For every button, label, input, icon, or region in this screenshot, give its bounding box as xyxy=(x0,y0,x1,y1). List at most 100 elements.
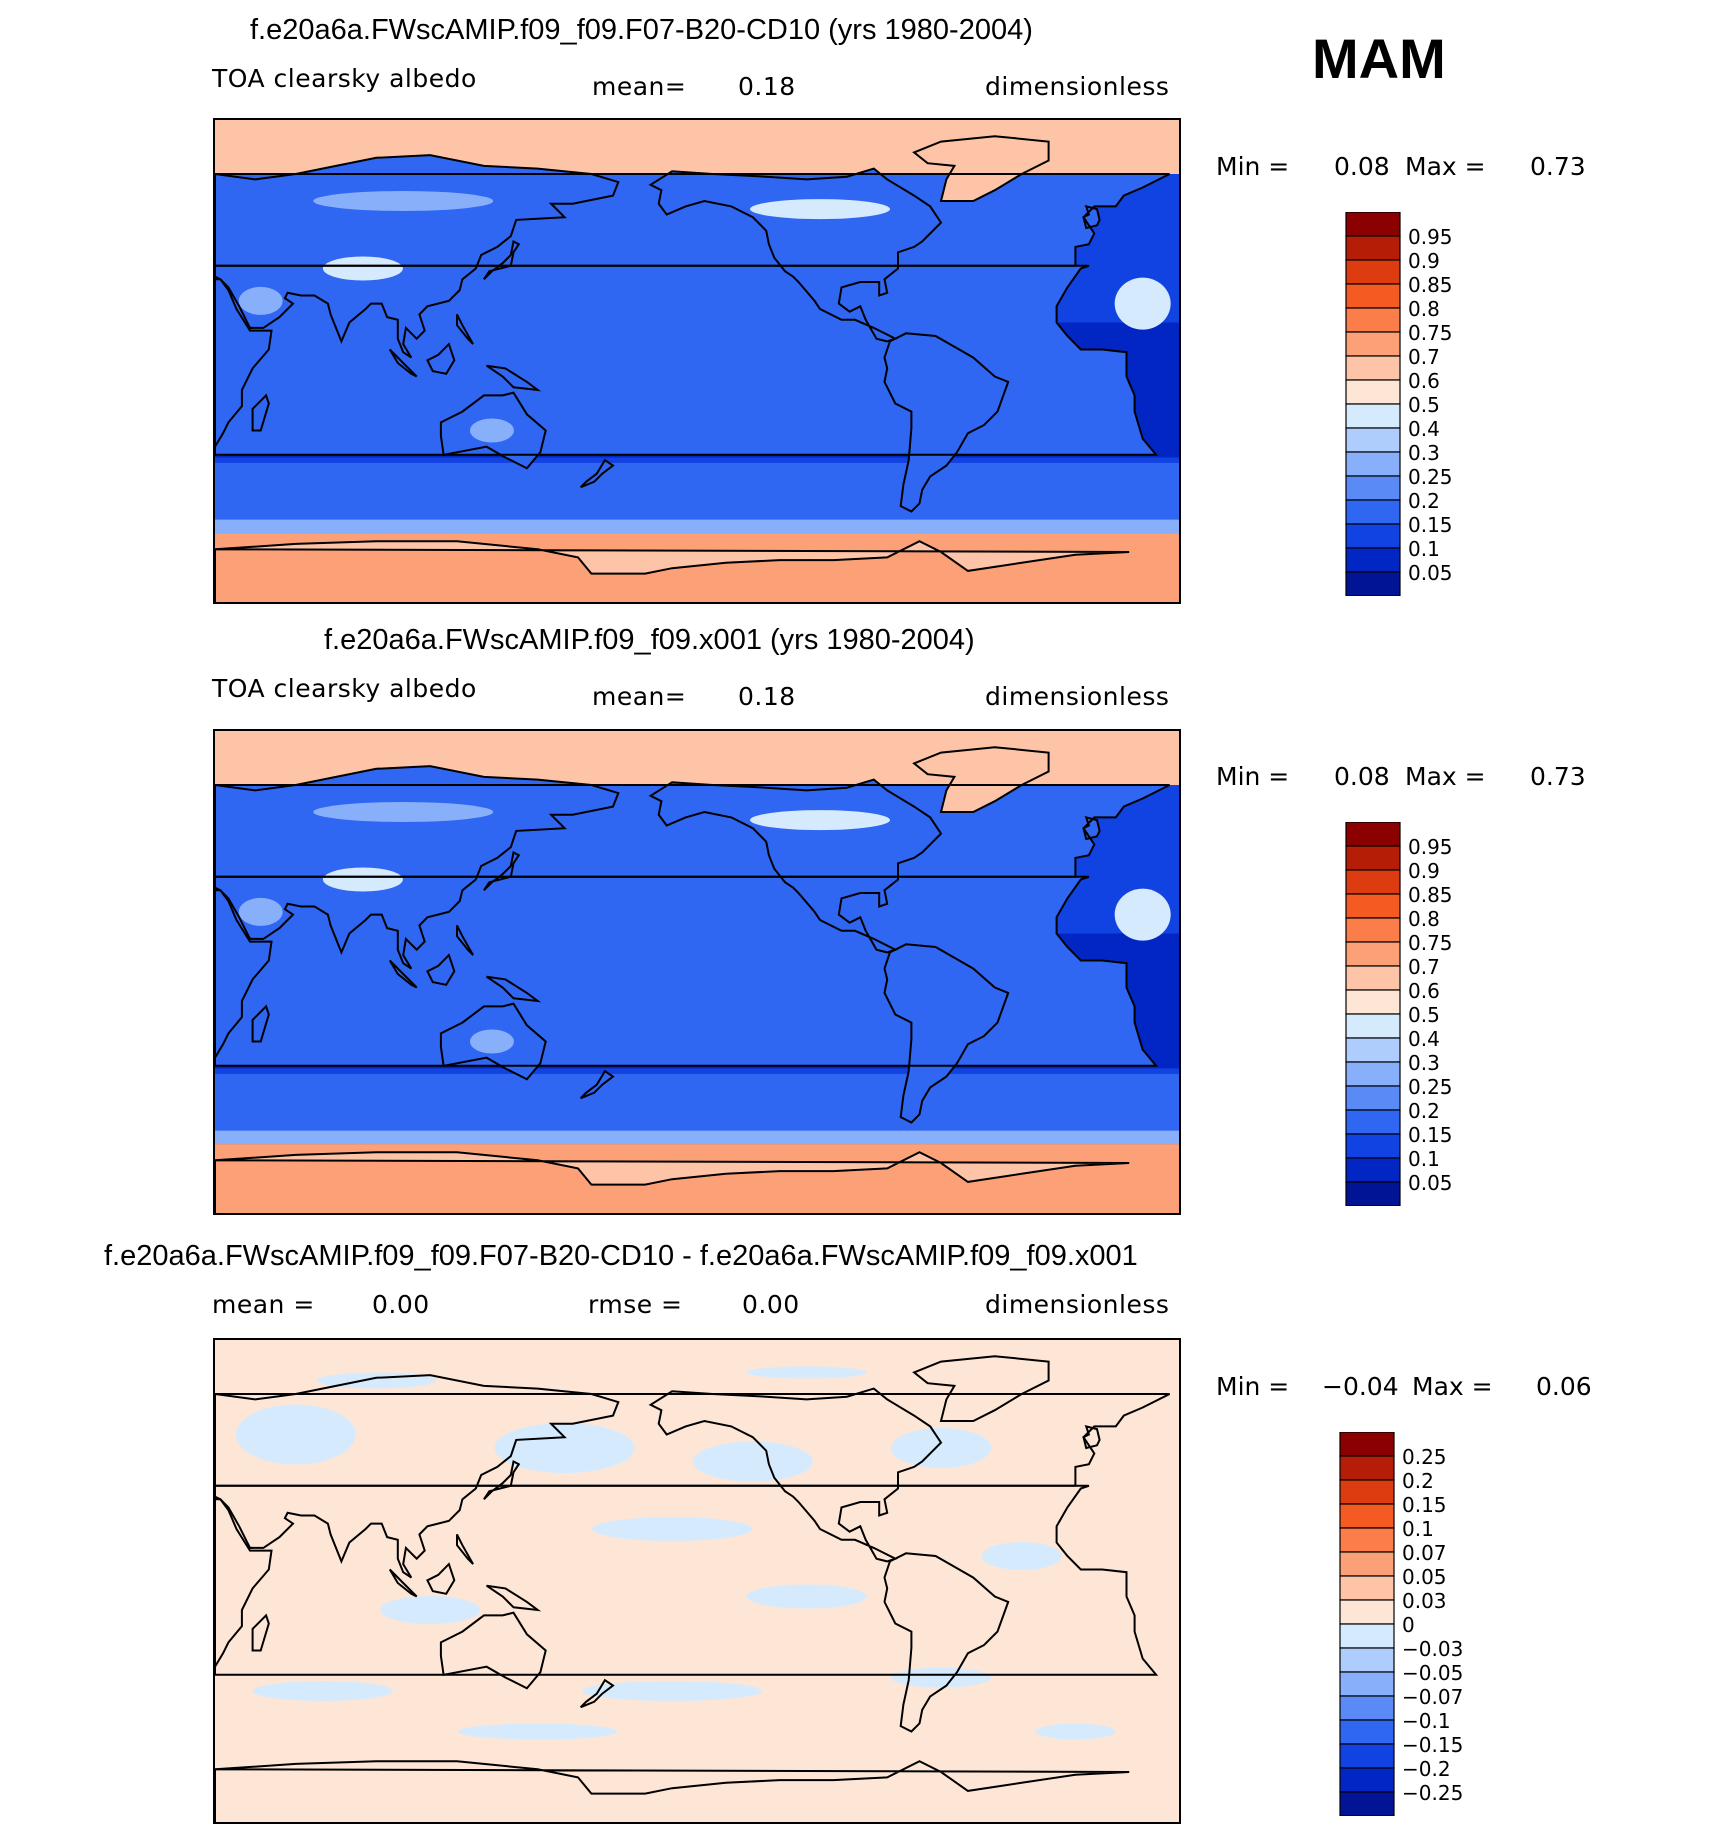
land-fill-newGuinea xyxy=(486,976,538,1001)
colorbar-swatch xyxy=(1339,1671,1395,1697)
coastline-africa xyxy=(215,278,273,449)
panel-3-rmse-value: 0.00 xyxy=(742,1290,800,1319)
colorbar-swatch xyxy=(1345,355,1401,381)
colorbar-swatch xyxy=(1345,571,1401,597)
colorbar-tick-label: 0.95 xyxy=(1408,835,1453,859)
map-svg xyxy=(215,731,1179,1213)
colorbar-swatch xyxy=(1339,1719,1395,1745)
land-fill-sAmerica xyxy=(884,333,1009,512)
panel-2-max-label: Max = xyxy=(1405,762,1486,791)
coastline-borneo xyxy=(426,342,456,375)
sahara-desert-patch xyxy=(1114,277,1171,330)
panel-2-max-value: 0.73 xyxy=(1530,762,1586,791)
colorbar-tick-label: 0.3 xyxy=(1408,1051,1440,1075)
colorbar-swatch xyxy=(1345,1037,1401,1063)
colorbar-tick-label: 0.4 xyxy=(1408,1027,1440,1051)
coastline-europeW xyxy=(215,784,1171,878)
coastline-uk xyxy=(1082,204,1101,230)
coastline-sAmerica xyxy=(883,1552,1010,1733)
colorbar-swatch xyxy=(1345,821,1401,847)
sea-ice-edge-band xyxy=(215,519,1179,534)
coastline-madagascar xyxy=(251,1004,270,1043)
negative-anomaly-region xyxy=(891,1667,991,1688)
panel-3-mean-value: 0.00 xyxy=(372,1290,430,1319)
panel-2-colorbar: 0.95 0.9 0.85 0.8 0.75 0.7 0.6 0.5 0.4 0.3 0.25 0.2… xyxy=(1344,821,1504,1207)
colorbar-tick-label: 0.07 xyxy=(1402,1541,1447,1565)
colorbar-swatch xyxy=(1339,1503,1395,1529)
colorbar-swatch xyxy=(1345,475,1401,501)
panel-2-title: f.e20a6a.FWscAMIP.f09_f09.x001 (yrs 1980… xyxy=(324,624,975,656)
colorbar-swatch xyxy=(1345,917,1401,943)
coastline-uk xyxy=(1082,1424,1101,1450)
coastline-africa xyxy=(215,1498,273,1669)
land-fill-sAmerica xyxy=(884,944,1009,1123)
colorbar-swatch xyxy=(1339,1599,1395,1625)
coastline-madagascar xyxy=(251,393,270,432)
coastline-philippines xyxy=(456,313,474,345)
coastline-nAmerica xyxy=(648,1387,943,1563)
colorbar-swatch xyxy=(1345,1085,1401,1111)
colorbar-tick-label: 0.85 xyxy=(1408,883,1453,907)
panel-2-variable-label: TOA clearsky albedo xyxy=(212,674,477,703)
colorbar-tick-label: 0.15 xyxy=(1408,1123,1453,1147)
colorbar-tick-label: 0.85 xyxy=(1408,273,1453,297)
colorbar-swatch xyxy=(1339,1575,1395,1601)
colorbar-swatch xyxy=(1339,1431,1395,1457)
colorbar-tick-label: 0.8 xyxy=(1408,297,1440,321)
coastline-philippines xyxy=(456,924,474,956)
panel-1-mean-label: mean= xyxy=(592,72,687,101)
colorbar-tick-label: 0.25 xyxy=(1408,465,1453,489)
colorbar-tick-label: 0.5 xyxy=(1408,1003,1440,1027)
coastline-uk xyxy=(1082,815,1101,841)
panel-2-units-label: dimensionless xyxy=(985,682,1170,711)
colorbar-swatch xyxy=(1345,403,1401,429)
coastline-japan xyxy=(483,1460,521,1501)
arabian-desert-patch xyxy=(238,897,283,926)
coastline-nz xyxy=(579,458,615,489)
colorbar-tick-label: −0.15 xyxy=(1402,1733,1464,1757)
colorbar-swatch xyxy=(1345,1157,1401,1183)
colorbar-swatch xyxy=(1345,331,1401,357)
colorbar-swatch xyxy=(1339,1647,1395,1673)
negative-anomaly-region xyxy=(692,1441,813,1482)
colorbar-swatch xyxy=(1345,547,1401,573)
panel-1-units-label: dimensionless xyxy=(985,72,1170,101)
colorbar-tick-label: 0.7 xyxy=(1408,955,1440,979)
panel-1-mean-value: 0.18 xyxy=(738,72,796,101)
southern-ocean-band xyxy=(215,1073,1179,1131)
coastline-africaW xyxy=(215,875,1159,1067)
antarctica-fill xyxy=(215,541,1130,602)
australian-desert-patch xyxy=(469,418,514,443)
panel-2-map xyxy=(213,729,1181,1215)
colorbar-swatch xyxy=(1345,211,1401,237)
colorbar-tick-label: −0.25 xyxy=(1402,1781,1464,1805)
coastline-sumatra xyxy=(388,959,418,989)
sahara-desert-patch xyxy=(1114,888,1171,941)
map-svg xyxy=(215,1340,1179,1822)
arabian-desert-patch xyxy=(238,286,283,315)
southern-ocean-band xyxy=(215,462,1179,520)
negative-anomaly-region xyxy=(1035,1723,1116,1740)
panel-1-variable-label: TOA clearsky albedo xyxy=(212,64,477,93)
colorbar-swatch xyxy=(1339,1623,1395,1649)
coastline-sumatra xyxy=(388,348,418,378)
coastline-newGuinea xyxy=(486,975,542,1003)
colorbar-tick-label: 0.9 xyxy=(1408,249,1440,273)
colorbar-tick-label: 0.7 xyxy=(1408,345,1440,369)
canadian-snow-band xyxy=(750,810,890,831)
colorbar-swatch xyxy=(1345,235,1401,261)
coastline-japan xyxy=(483,240,521,281)
negative-anomaly-region xyxy=(582,1681,763,1701)
colorbar-tick-label: 0.6 xyxy=(1408,369,1440,393)
colorbar-tick-label: 0.05 xyxy=(1408,561,1453,585)
colorbar-swatch xyxy=(1345,259,1401,285)
colorbar-swatch xyxy=(1345,893,1401,919)
panel-2-min-label: Min = xyxy=(1216,762,1290,791)
coastline-eurasia xyxy=(215,154,620,359)
tibet-snow-patch xyxy=(322,256,403,281)
colorbar-tick-label: −0.1 xyxy=(1402,1709,1451,1733)
colorbar-swatch xyxy=(1339,1551,1395,1577)
colorbar-tick-label: 0.1 xyxy=(1402,1517,1434,1541)
panel-3-min-value: −0.04 xyxy=(1322,1372,1399,1401)
coastline-sAmerica xyxy=(883,332,1010,513)
